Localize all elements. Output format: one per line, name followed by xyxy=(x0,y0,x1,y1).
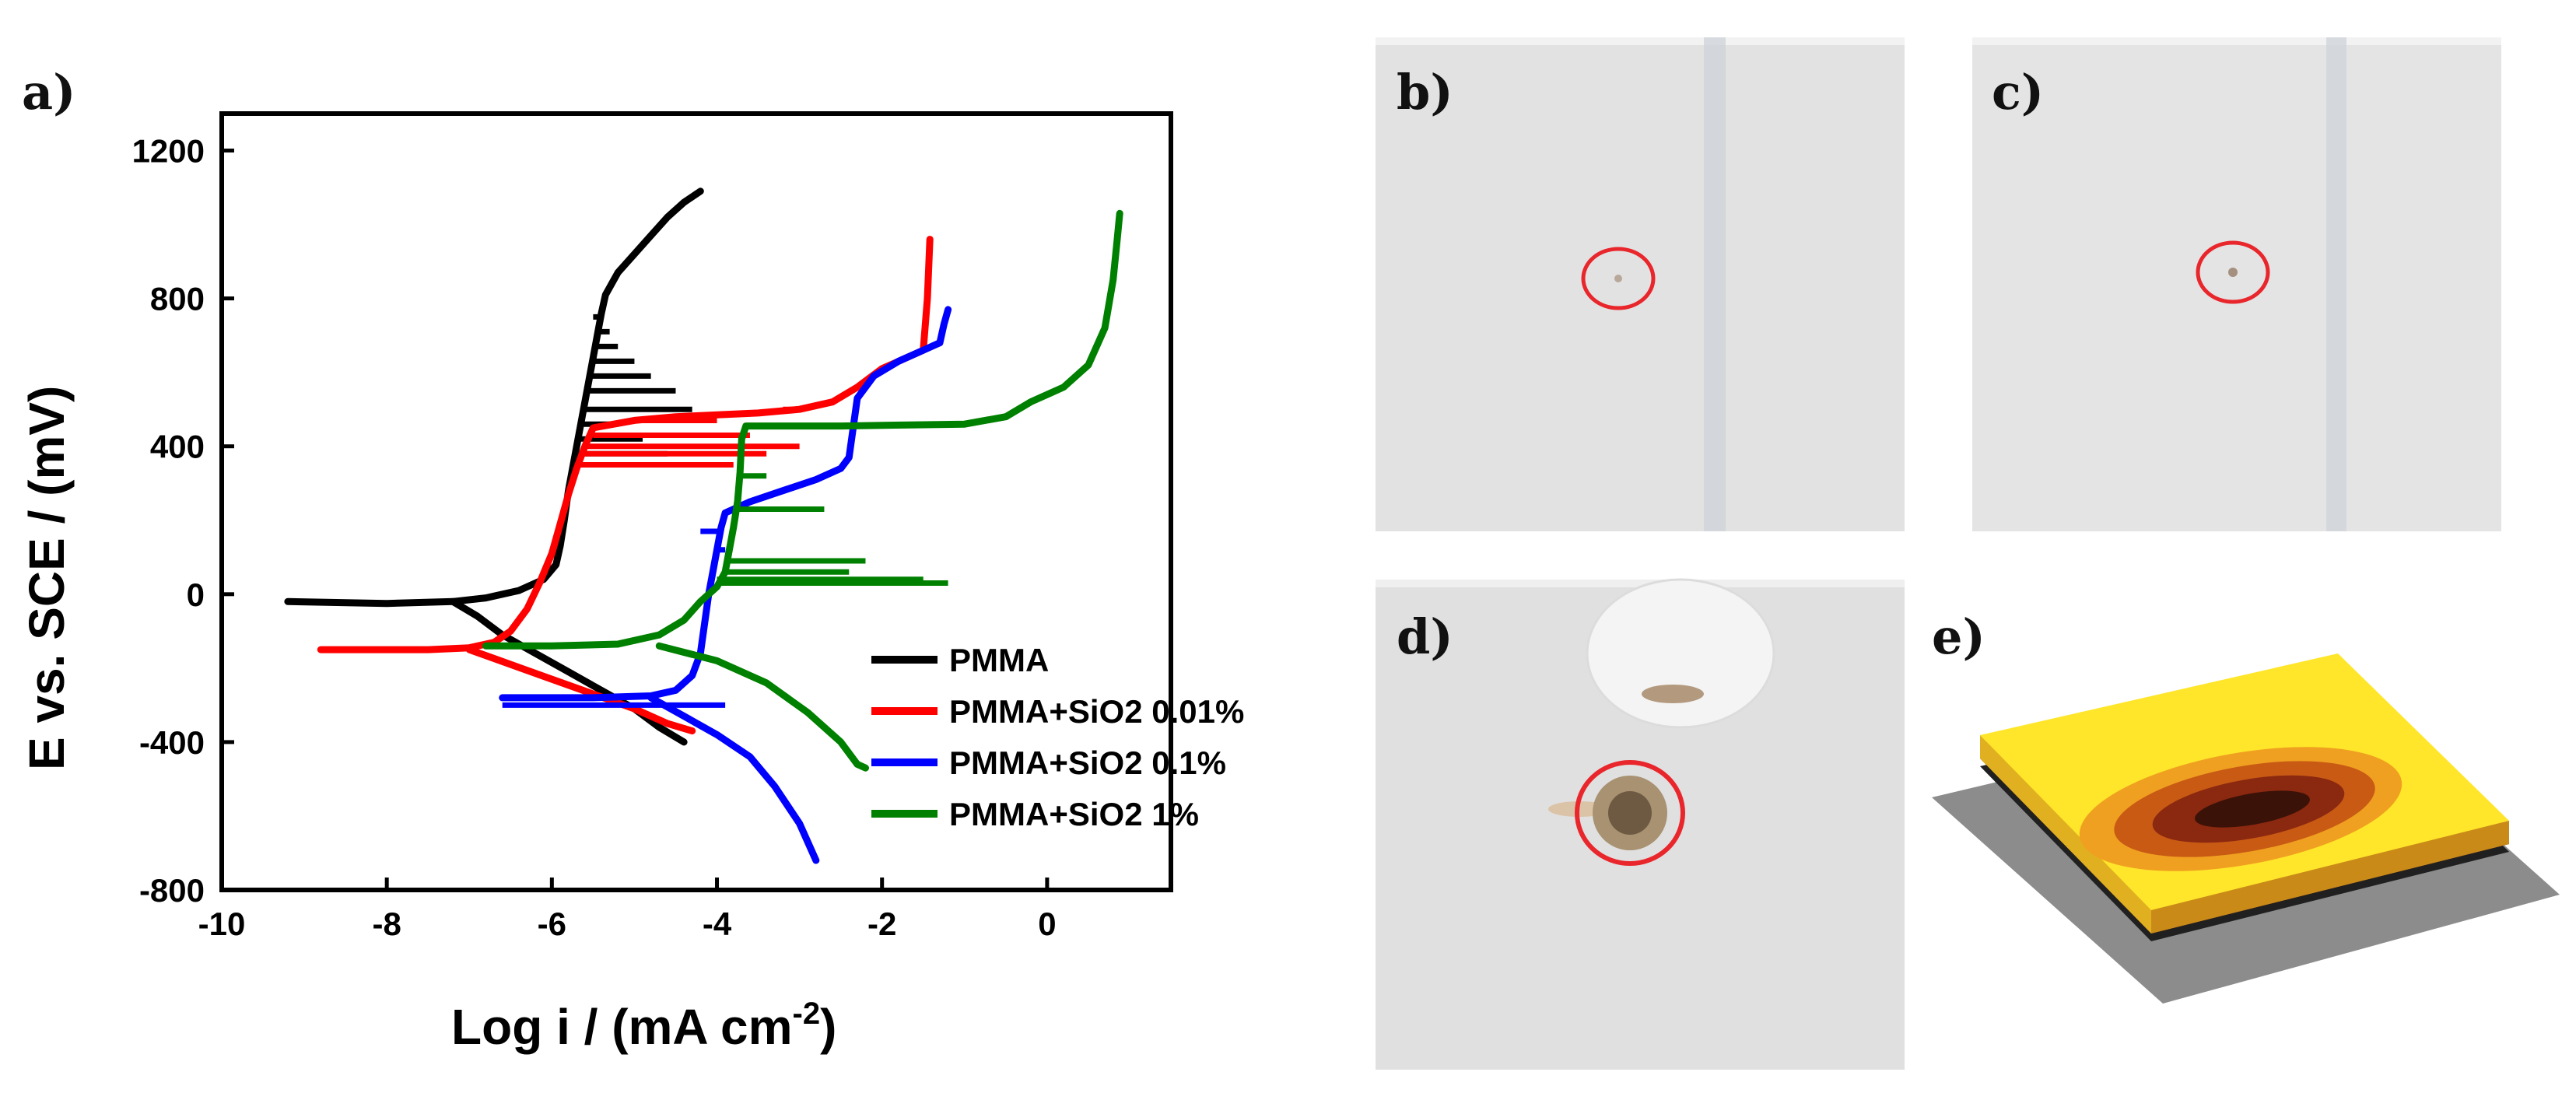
y-tick-label: 0 xyxy=(187,576,205,613)
axis-ticks: -10 -8 -6 -4 -2 0 -800 -400 0 400 800 1200 xyxy=(132,133,1057,942)
pit-mark xyxy=(2228,268,2238,277)
y-tick-label: 800 xyxy=(150,281,205,317)
series-1-cathodic-curve xyxy=(465,646,696,735)
series-0-cathodic-curve xyxy=(449,597,688,746)
x-axis-title: Log i / (mA cm-2) xyxy=(451,997,836,1055)
series-2-cathodic-curve xyxy=(647,694,820,864)
coating-blister xyxy=(1586,578,1775,729)
legend-label: PMMA+SiO2 1% xyxy=(949,796,1199,832)
y-tick-label: 1200 xyxy=(132,133,205,170)
photo-c xyxy=(1972,37,2501,531)
panel-label-b: b) xyxy=(1397,64,1453,121)
panel-e-surface-map: e) xyxy=(1932,608,2560,1004)
y-axis-title: E vs. SCE / (mV) xyxy=(19,386,75,770)
red-circle-marker xyxy=(2196,240,2270,304)
panel-label-c: c) xyxy=(1992,64,2044,121)
red-circle-marker xyxy=(1581,247,1656,310)
legend-label: PMMA xyxy=(949,642,1049,678)
y-tick-label: -400 xyxy=(139,724,205,761)
panel-b-photo: b) xyxy=(1376,37,1905,531)
panel-a-chart: a) -10 -8 -6 -4 -2 0 -800 -400 0 400 800 1200 Log i… xyxy=(19,64,1244,1055)
red-circle-marker xyxy=(1575,760,1685,866)
plot-frame xyxy=(219,111,1173,892)
x-tick-label: 0 xyxy=(1038,906,1056,942)
panel-label-a: a) xyxy=(22,64,76,121)
x-tick-label: -2 xyxy=(867,906,896,942)
series-3-cathodic-curve xyxy=(655,642,869,772)
legend: PMMA PMMA+SiO2 0.01% PMMA+SiO2 0.1% PMMA+Si… xyxy=(871,642,1244,832)
x-tick-label: -10 xyxy=(198,906,246,942)
series-0-anodic-curve xyxy=(284,187,704,608)
legend-label: PMMA+SiO2 0.01% xyxy=(949,693,1244,730)
x-tick-label: -4 xyxy=(703,906,732,942)
series-layer xyxy=(284,187,1123,864)
series-3-anodic-curve xyxy=(482,209,1123,650)
y-tick-label: -800 xyxy=(139,872,205,909)
y-tick-label: 400 xyxy=(150,429,205,465)
panel-label-d: d) xyxy=(1397,608,1453,665)
x-tick-label: -6 xyxy=(538,906,566,942)
legend-label: PMMA+SiO2 0.1% xyxy=(949,744,1226,781)
pit-mark xyxy=(1614,275,1622,282)
series-2-anodic-curve xyxy=(499,306,952,702)
panel-label-e: e) xyxy=(1932,608,1985,665)
panel-d-photo: d) xyxy=(1376,578,1905,1070)
panel-c-photo: c) xyxy=(1972,37,2501,531)
photo-b xyxy=(1376,37,1905,531)
x-tick-label: -8 xyxy=(372,906,401,942)
